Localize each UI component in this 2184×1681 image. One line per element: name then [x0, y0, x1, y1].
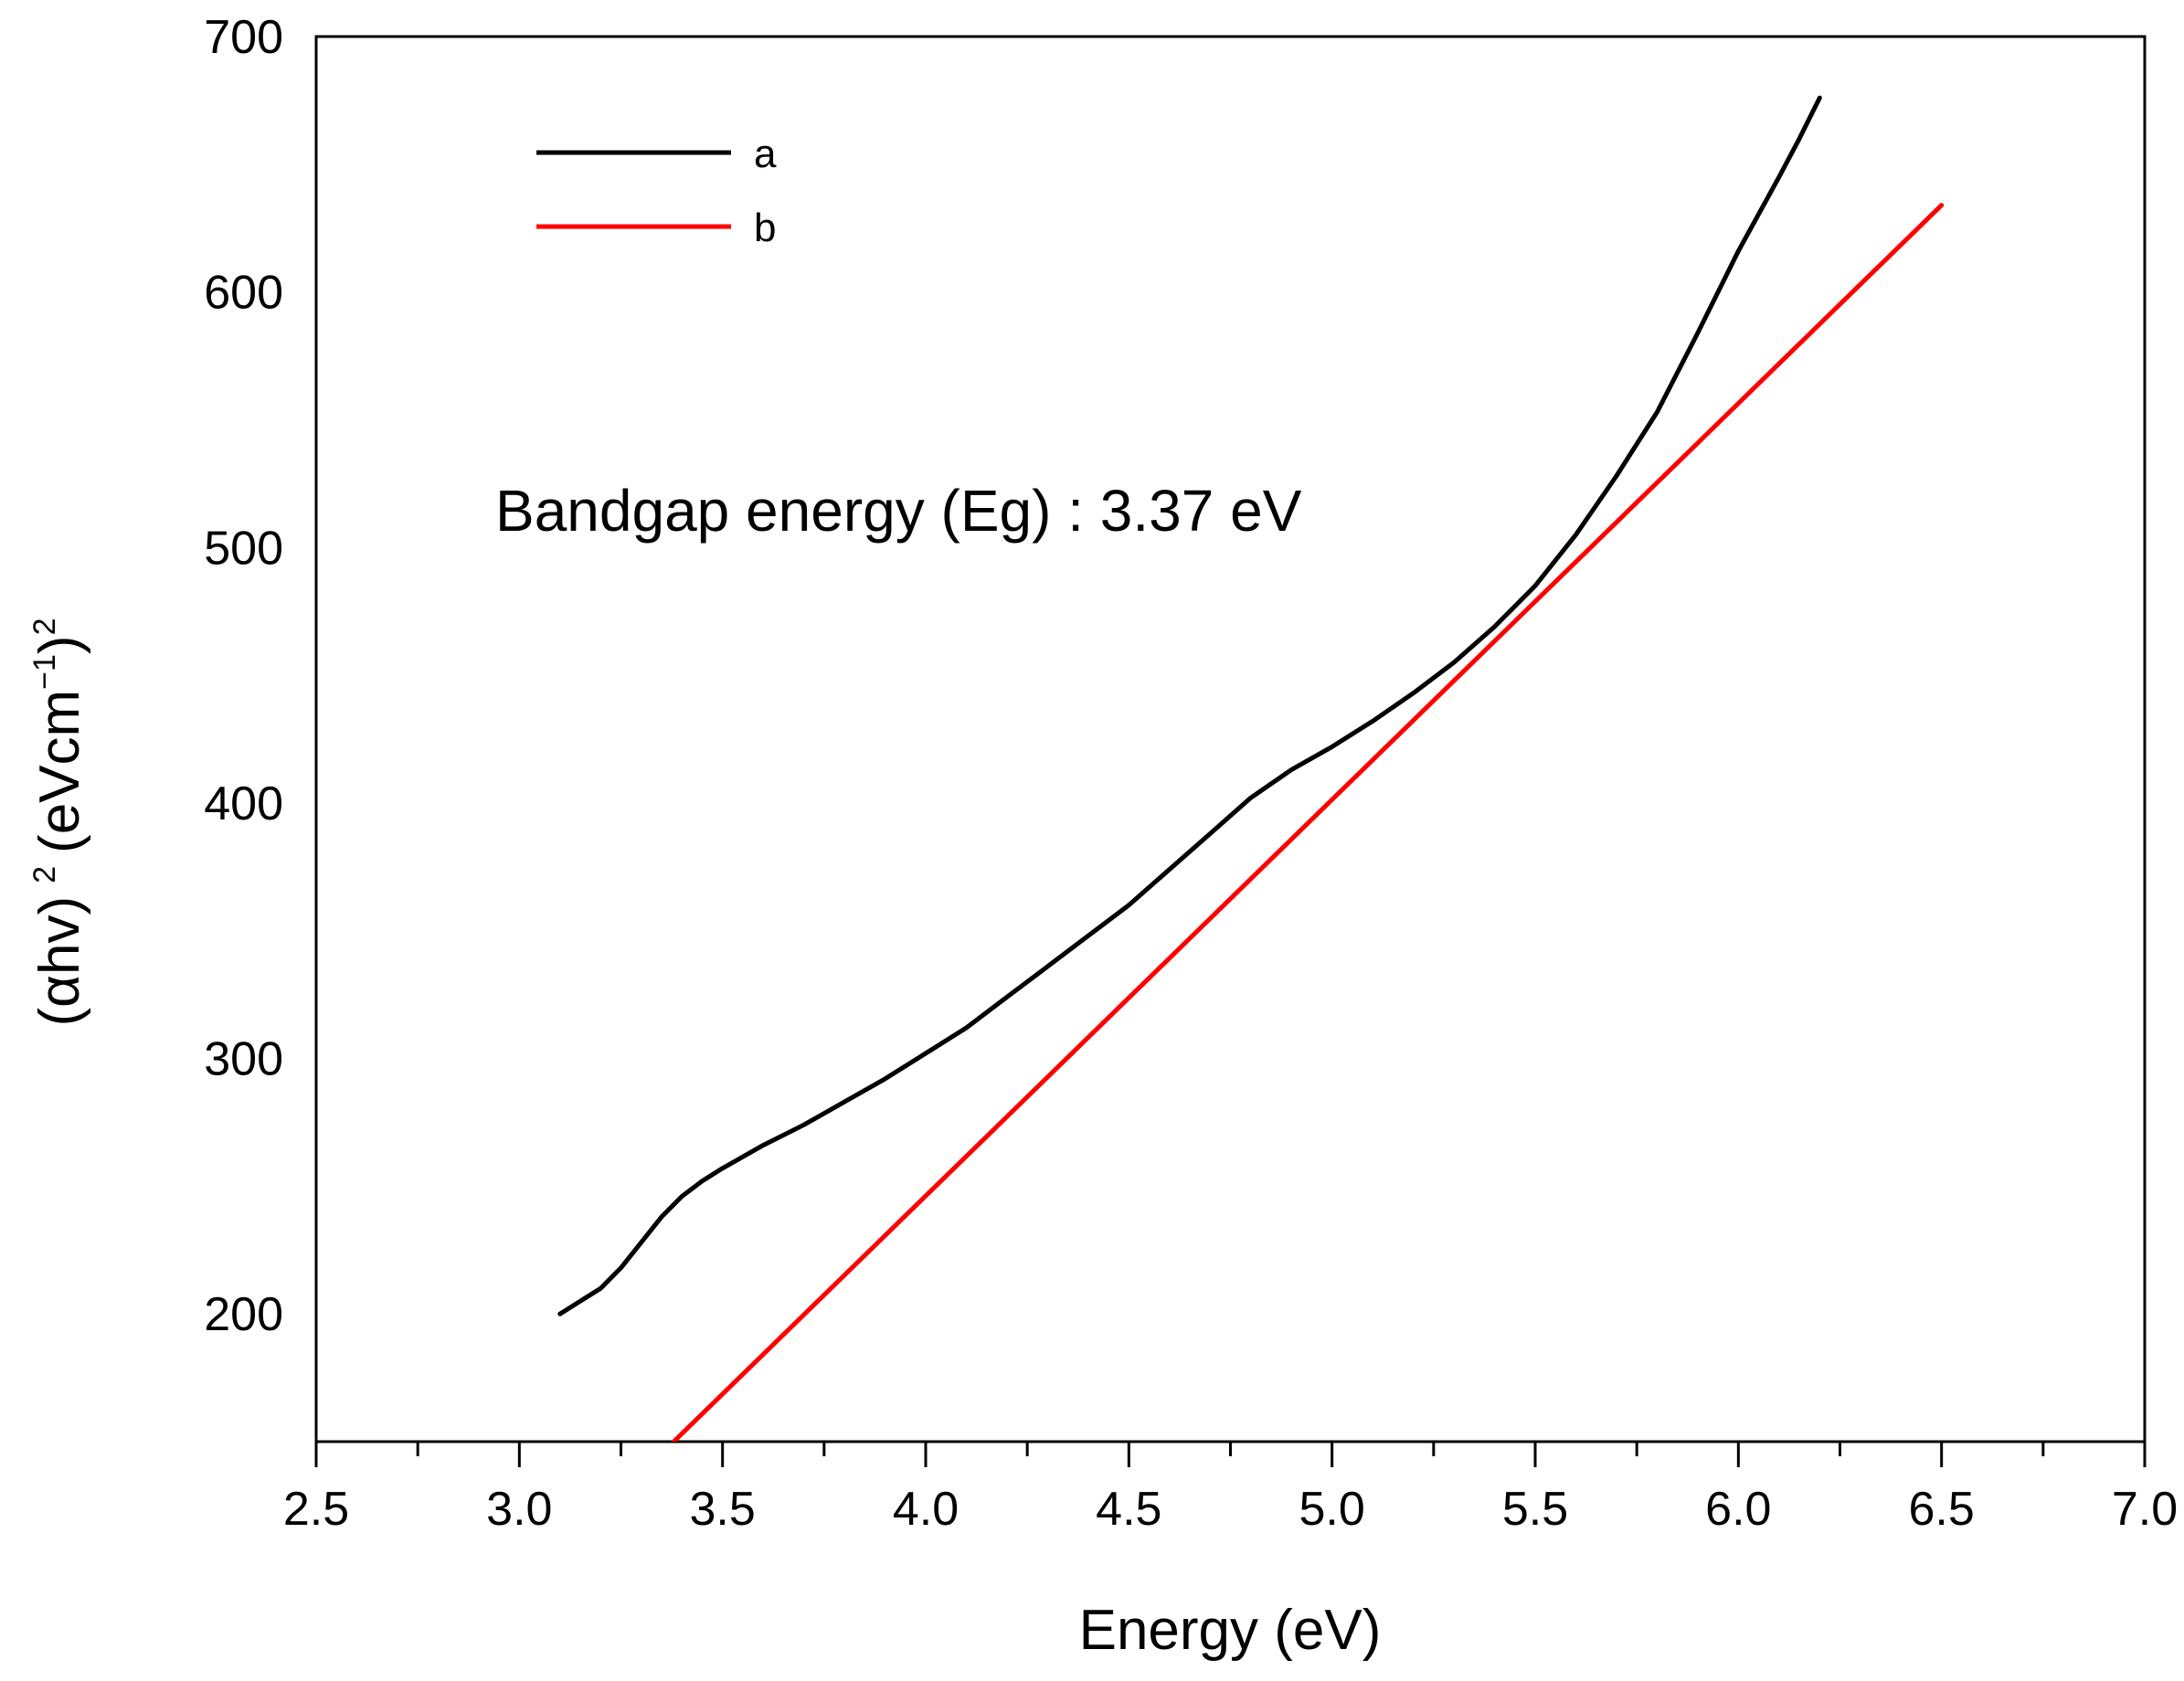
x-tick-label: 5.0: [1299, 1483, 1365, 1536]
y-tick-label: 500: [204, 522, 283, 575]
y-title-exp2: 2: [27, 618, 62, 635]
x-tick-label: 6.5: [1909, 1483, 1975, 1536]
y-tick-label: 400: [204, 777, 283, 830]
y-title-open: (: [28, 1008, 91, 1027]
x-tick-label: 4.0: [893, 1483, 959, 1536]
series-a-line: [557, 95, 1822, 1316]
x-tick-label: 5.5: [1502, 1483, 1568, 1536]
y-tick-label: 200: [204, 1288, 283, 1341]
y-tick-label: 600: [204, 267, 283, 320]
y-title-exp1: 2: [27, 866, 62, 883]
series-b-line: [671, 203, 1945, 1442]
ticks: 2.5 3.0 3.5 4.0 4.5 5.0 5.5 6.0 6.5 7.0 200 300 400 5…: [204, 11, 2178, 1536]
y-title-unit-close: ): [28, 635, 91, 654]
x-tick-label: 3.5: [690, 1483, 756, 1536]
y-tick-label: 300: [204, 1033, 283, 1086]
legend-label-a: a: [754, 132, 777, 176]
y-title-unit-open: (eVcm: [28, 690, 91, 853]
x-tick-label: 7.0: [2112, 1483, 2178, 1536]
plot-frame: [314, 35, 2147, 1443]
x-axis-title: Energy (eV): [1079, 1599, 1382, 1662]
x-tick-label: 6.0: [1705, 1483, 1771, 1536]
y-title-alpha: α: [28, 975, 91, 1008]
y-tick-label: 700: [204, 11, 283, 64]
legend: a b: [536, 132, 777, 250]
legend-label-b: b: [754, 206, 776, 250]
x-tick-label: 4.5: [1096, 1483, 1161, 1536]
x-tick-label: 2.5: [283, 1483, 349, 1536]
y-title-neg1: −1: [27, 654, 62, 690]
x-tick-label: 3.0: [486, 1483, 552, 1536]
y-title-hv: hv): [28, 896, 91, 975]
bandgap-annotation: Bandgap energy (Eg) : 3.37 eV: [495, 478, 1302, 544]
y-axis-title: (αhv)2(eVcm−1)2: [27, 618, 91, 1026]
series-layer: [557, 95, 1945, 1442]
